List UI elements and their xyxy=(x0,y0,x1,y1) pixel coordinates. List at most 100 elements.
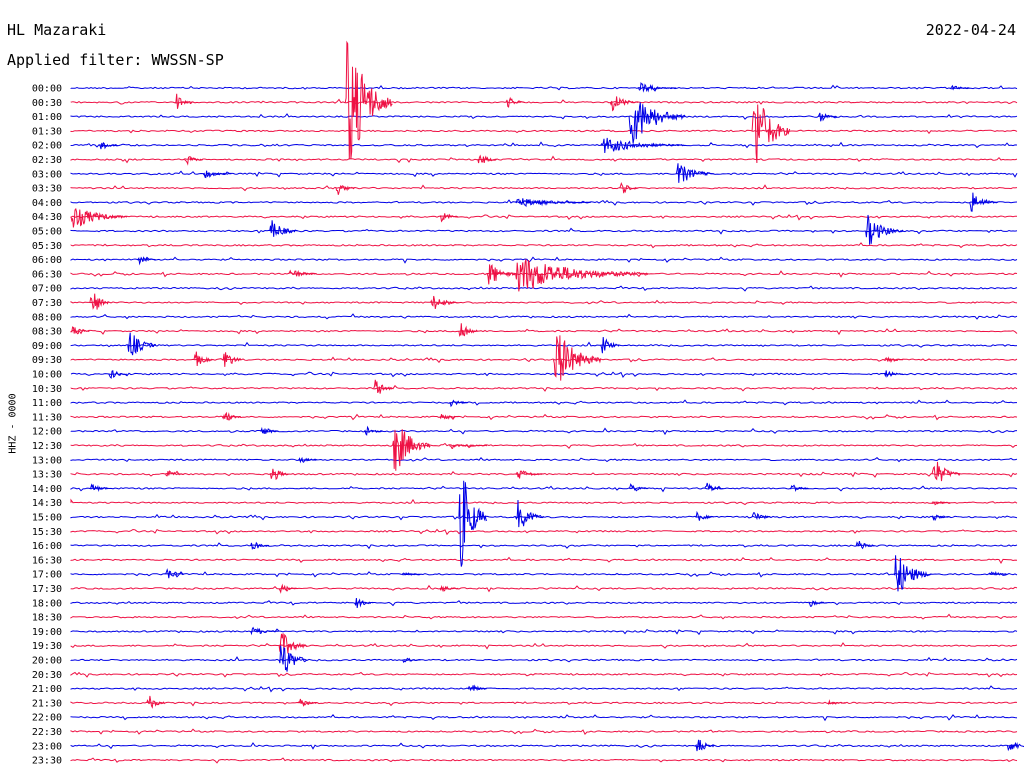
event-waveform xyxy=(865,214,904,245)
trace-line xyxy=(70,256,1018,264)
event-waveform xyxy=(827,699,847,705)
time-label: 17:00 xyxy=(32,570,62,581)
trace-line xyxy=(70,356,1018,364)
trace-line xyxy=(70,470,1018,478)
event-waveform xyxy=(467,684,487,692)
time-label: 13:30 xyxy=(32,470,62,481)
event-waveform xyxy=(486,264,516,285)
trace-line xyxy=(70,742,1018,750)
event-waveform xyxy=(751,512,771,521)
event-waveform xyxy=(638,82,677,93)
event-waveform xyxy=(515,259,649,292)
time-label: 10:30 xyxy=(32,384,62,395)
trace-line xyxy=(70,141,1018,149)
time-label-group: 00:00 00:30 01:00 01:30 02:00 02:30 03:00 03:30… xyxy=(32,84,62,767)
event-waveform xyxy=(269,220,298,237)
event-waveform xyxy=(515,198,591,208)
event-waveform xyxy=(458,323,478,337)
event-waveform xyxy=(950,84,970,91)
time-label: 02:30 xyxy=(32,155,62,166)
event-waveform xyxy=(751,104,791,164)
event-waveform xyxy=(203,170,232,179)
time-label: 03:00 xyxy=(32,169,62,180)
event-waveform xyxy=(108,370,128,379)
trace-line xyxy=(70,227,1018,235)
time-label: 22:00 xyxy=(32,713,62,724)
event-waveform xyxy=(89,293,109,310)
trace-line xyxy=(70,313,1018,320)
event-waveform xyxy=(439,414,459,420)
event-waveform xyxy=(609,96,639,112)
event-waveform xyxy=(297,456,317,464)
trace-line xyxy=(70,399,1017,406)
event-waveform xyxy=(297,698,317,707)
event-waveform xyxy=(695,739,715,752)
trace-line xyxy=(70,371,1018,378)
time-label: 14:30 xyxy=(32,498,62,509)
trace-line xyxy=(70,384,1018,392)
time-label: 01:00 xyxy=(32,112,62,123)
trace-line xyxy=(70,98,1018,105)
trace-line xyxy=(70,170,1018,178)
event-waveform xyxy=(165,470,185,477)
trace-line xyxy=(70,714,1018,722)
time-label: 10:00 xyxy=(32,370,62,381)
trace-line xyxy=(70,556,1018,565)
event-waveform xyxy=(250,541,270,550)
event-waveform xyxy=(137,256,156,266)
filter-subtitle: Applied filter: WWSSN-SP xyxy=(7,51,224,69)
event-waveform xyxy=(675,163,715,183)
trace-line xyxy=(70,427,1018,436)
date-label: 2022-04-24 xyxy=(925,21,1016,39)
event-waveform xyxy=(363,425,383,436)
trace-line xyxy=(70,113,1018,120)
time-label: 14:00 xyxy=(32,484,62,495)
time-label: 07:00 xyxy=(32,284,62,295)
trace-line xyxy=(70,528,1018,536)
time-label: 23:30 xyxy=(32,756,62,767)
event-waveform xyxy=(515,499,545,528)
event-waveform xyxy=(505,96,525,108)
trace-line xyxy=(70,214,1017,221)
trace-line xyxy=(70,485,1018,493)
time-label: 09:30 xyxy=(32,355,62,366)
event-waveform xyxy=(193,351,213,367)
event-waveform xyxy=(89,483,109,493)
time-label: 04:00 xyxy=(32,198,62,209)
time-label: 05:30 xyxy=(32,241,62,252)
time-label: 13:00 xyxy=(32,455,62,466)
event-waveform xyxy=(600,137,686,154)
event-waveform xyxy=(392,429,431,471)
time-label: 21:00 xyxy=(32,684,62,695)
event-waveform xyxy=(430,295,459,309)
time-label: 23:00 xyxy=(32,741,62,752)
time-label: 16:00 xyxy=(32,541,62,552)
time-label: 21:30 xyxy=(32,698,62,709)
event-waveform xyxy=(278,645,308,672)
time-label: 08:00 xyxy=(32,312,62,323)
time-label: 11:30 xyxy=(32,412,62,423)
event-waveform xyxy=(789,484,809,492)
event-waveform xyxy=(449,399,469,408)
event-waveform xyxy=(855,540,875,550)
trace-line xyxy=(70,285,1018,292)
event-waveform xyxy=(259,426,279,434)
trace-line xyxy=(70,513,1018,521)
trace-line xyxy=(70,701,1018,707)
time-label: 18:00 xyxy=(32,598,62,609)
time-label: 00:00 xyxy=(32,84,62,95)
trace-group xyxy=(70,84,1018,764)
trace-line xyxy=(70,571,1018,578)
time-label: 15:00 xyxy=(32,513,62,524)
time-label: 02:00 xyxy=(32,141,62,152)
trace-line xyxy=(70,299,1018,305)
event-waveform xyxy=(931,514,951,522)
event-waveform xyxy=(344,40,393,160)
event-waveform xyxy=(884,356,904,363)
event-waveform xyxy=(808,600,828,607)
event-waveform xyxy=(893,555,932,592)
time-label: 11:00 xyxy=(32,398,62,409)
trace-line xyxy=(70,129,1018,135)
event-waveform xyxy=(988,571,1008,576)
trace-line xyxy=(70,685,1018,693)
